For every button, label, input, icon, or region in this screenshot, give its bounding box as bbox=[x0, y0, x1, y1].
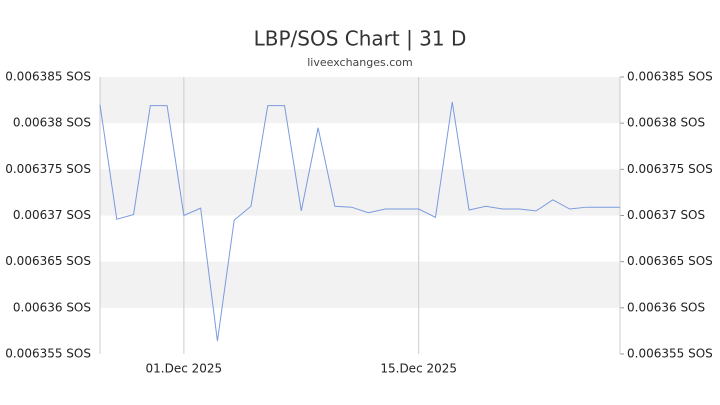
y2-tick-label: 0.006375 SOS bbox=[627, 162, 713, 176]
y-tick-label: 0.006375 SOS bbox=[5, 162, 91, 176]
y-tick-label: 0.00638 SOS bbox=[13, 116, 91, 130]
data-line bbox=[99, 101, 620, 342]
grid-band bbox=[100, 169, 620, 216]
chart-title: LBP/SOS Chart | 31 D bbox=[254, 27, 467, 51]
y2-tick-label: 0.006365 SOS bbox=[627, 254, 713, 268]
y2-tick-label: 0.00637 SOS bbox=[627, 208, 705, 222]
y2-tick-label: 0.00636 SOS bbox=[627, 300, 705, 314]
y-tick-label: 0.00636 SOS bbox=[13, 300, 91, 314]
y2-tick-label: 0.006355 SOS bbox=[627, 347, 713, 361]
y-tick-label: 0.006385 SOS bbox=[5, 70, 91, 84]
grid-band bbox=[100, 77, 620, 124]
y2-tick-label: 0.006385 SOS bbox=[627, 70, 713, 84]
x-tick-label: 15.Dec 2025 bbox=[380, 362, 457, 376]
chart-subtitle: liveexchanges.com bbox=[307, 56, 412, 69]
x-tick-label: 01.Dec 2025 bbox=[146, 362, 223, 376]
y-tick-label: 0.006355 SOS bbox=[5, 347, 91, 361]
y-tick-label: 0.00637 SOS bbox=[13, 208, 91, 222]
y-tick-label: 0.006365 SOS bbox=[5, 254, 91, 268]
y2-tick-label: 0.00638 SOS bbox=[627, 116, 705, 130]
grid-band bbox=[100, 261, 620, 308]
